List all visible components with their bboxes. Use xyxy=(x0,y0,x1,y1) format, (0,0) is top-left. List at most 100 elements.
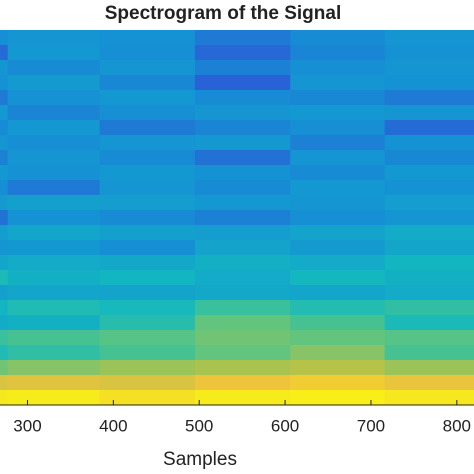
cell xyxy=(0,150,9,166)
cell xyxy=(194,105,291,121)
x-tick-label: 700 xyxy=(357,416,385,435)
cell xyxy=(0,120,9,136)
cell xyxy=(99,360,196,376)
cell xyxy=(290,120,386,136)
cell xyxy=(290,75,386,91)
cell xyxy=(0,270,9,286)
cell xyxy=(99,75,196,91)
cell xyxy=(290,135,386,151)
cell xyxy=(0,225,9,241)
cell xyxy=(384,135,474,151)
cell xyxy=(194,330,291,346)
cell xyxy=(194,180,291,196)
cell xyxy=(290,285,386,301)
cell xyxy=(384,195,474,211)
cell xyxy=(384,270,474,286)
cell xyxy=(99,60,196,76)
cell xyxy=(194,255,291,271)
cell xyxy=(99,195,196,211)
cell xyxy=(290,330,386,346)
cell xyxy=(0,135,9,151)
cell xyxy=(0,300,9,316)
x-tick-label: 300 xyxy=(13,416,41,435)
cell xyxy=(384,375,474,391)
cell xyxy=(194,390,291,406)
cell xyxy=(7,375,101,391)
cell xyxy=(384,90,474,106)
cell xyxy=(384,210,474,226)
cell xyxy=(290,30,386,46)
cell xyxy=(290,255,386,271)
cell xyxy=(194,225,291,241)
cell xyxy=(194,60,291,76)
x-tick-label: 800 xyxy=(443,416,471,435)
cell xyxy=(290,345,386,361)
cell xyxy=(384,30,474,46)
cell xyxy=(7,360,101,376)
cell xyxy=(0,285,9,301)
cell xyxy=(0,75,9,91)
cell xyxy=(290,360,386,376)
cell xyxy=(7,195,101,211)
cell xyxy=(7,60,101,76)
cell xyxy=(7,270,101,286)
cell xyxy=(7,45,101,61)
cell xyxy=(0,90,9,106)
cell xyxy=(290,210,386,226)
cell xyxy=(0,345,9,361)
cell xyxy=(0,30,9,46)
cell xyxy=(0,360,9,376)
cell xyxy=(99,255,196,271)
cell xyxy=(7,150,101,166)
cell xyxy=(384,75,474,91)
cell xyxy=(384,255,474,271)
cell xyxy=(7,30,101,46)
cell xyxy=(7,120,101,136)
cell xyxy=(290,180,386,196)
cell xyxy=(194,285,291,301)
cell xyxy=(0,210,9,226)
cell xyxy=(0,60,9,76)
cell xyxy=(290,315,386,331)
cell xyxy=(99,240,196,256)
cell xyxy=(7,390,101,406)
cell xyxy=(384,105,474,121)
cell xyxy=(7,105,101,121)
cell xyxy=(99,285,196,301)
cell xyxy=(7,90,101,106)
x-tick-label: 400 xyxy=(99,416,127,435)
cell xyxy=(194,45,291,61)
cell xyxy=(99,315,196,331)
cell xyxy=(194,135,291,151)
cell xyxy=(99,300,196,316)
cell xyxy=(384,165,474,181)
cell xyxy=(194,75,291,91)
x-tick-label: 600 xyxy=(271,416,299,435)
cell xyxy=(194,90,291,106)
cell xyxy=(290,300,386,316)
cell xyxy=(99,345,196,361)
cell xyxy=(99,165,196,181)
cell xyxy=(290,105,386,121)
cell xyxy=(384,300,474,316)
cell xyxy=(7,75,101,91)
cell xyxy=(384,390,474,406)
cell xyxy=(290,240,386,256)
cell xyxy=(194,150,291,166)
cell xyxy=(0,375,9,391)
cell xyxy=(99,120,196,136)
cell xyxy=(0,330,9,346)
cell xyxy=(99,270,196,286)
cell xyxy=(0,165,9,181)
cell xyxy=(384,360,474,376)
cell xyxy=(290,270,386,286)
cell xyxy=(7,180,101,196)
cell xyxy=(99,135,196,151)
cell xyxy=(99,390,196,406)
cell xyxy=(7,240,101,256)
x-tick-label: 500 xyxy=(185,416,213,435)
cell xyxy=(194,375,291,391)
cell xyxy=(7,345,101,361)
cell xyxy=(194,120,291,136)
cell xyxy=(0,240,9,256)
